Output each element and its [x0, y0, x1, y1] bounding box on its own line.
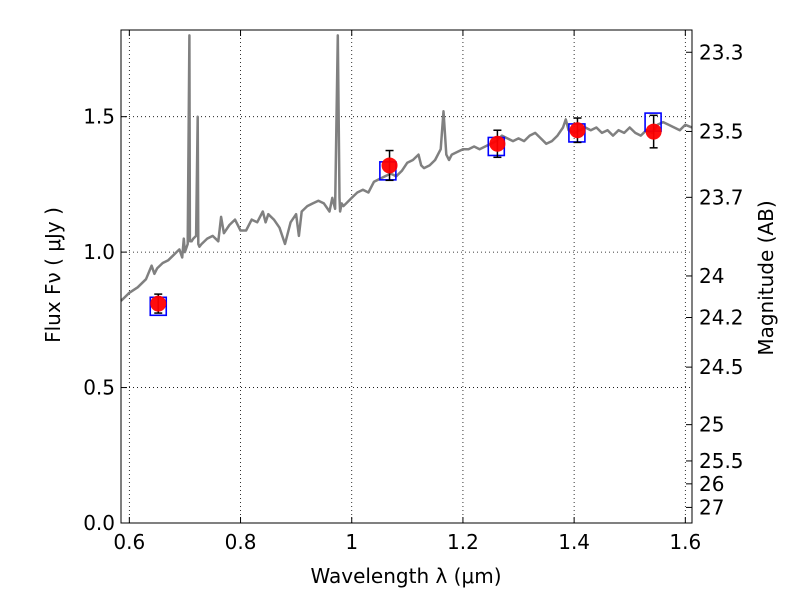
x-tick-label: 1.6: [669, 530, 701, 554]
sed-line: [120, 34, 693, 302]
y-axis-left-label: Flux Fν ( μJy ): [41, 207, 65, 343]
right-tick-label: 26: [699, 472, 724, 496]
plot-frame: [120, 29, 693, 524]
right-tick-label: 24.5: [699, 355, 744, 379]
y-tick-label: 0.5: [83, 376, 115, 400]
photometry-markers: [149, 112, 662, 317]
y-axis-right-label: Magnitude (AB): [754, 200, 778, 355]
observed-flux-point: [381, 157, 398, 174]
right-tick-label: 27: [699, 495, 724, 519]
x-tick-label: 1.2: [447, 530, 479, 554]
right-tick-label: 25.5: [699, 449, 744, 473]
right-tick-label: 23.7: [699, 185, 744, 209]
observed-flux-point: [489, 135, 506, 152]
right-tick-label: 25: [699, 413, 724, 437]
x-tick-label: 0.8: [225, 530, 257, 554]
axis-ticks: 0.6 0.8 1 1.2 1.4 1.6 0.0 0.5 1.0 1.5 23.3 23.5 23.7…: [83, 30, 744, 554]
observed-flux-point: [569, 122, 586, 139]
x-tick-label: 1.4: [558, 530, 590, 554]
y-tick-label: 1.0: [83, 240, 115, 264]
grid-lines: [121, 30, 692, 523]
right-tick-label: 23.5: [699, 119, 744, 143]
observed-flux-point: [645, 123, 662, 140]
observed-flux-point: [150, 295, 167, 312]
x-tick-label: 1: [345, 530, 358, 554]
right-tick-label: 24: [699, 264, 724, 288]
y-tick-label: 0.0: [83, 511, 115, 535]
x-axis-label: Wavelength λ (μm): [310, 564, 501, 588]
y-tick-label: 1.5: [83, 105, 115, 129]
right-tick-label: 24.2: [699, 306, 744, 330]
sed-model-line: [120, 34, 693, 302]
x-tick-label: 0.6: [113, 530, 145, 554]
right-tick-label: 23.3: [699, 40, 744, 64]
